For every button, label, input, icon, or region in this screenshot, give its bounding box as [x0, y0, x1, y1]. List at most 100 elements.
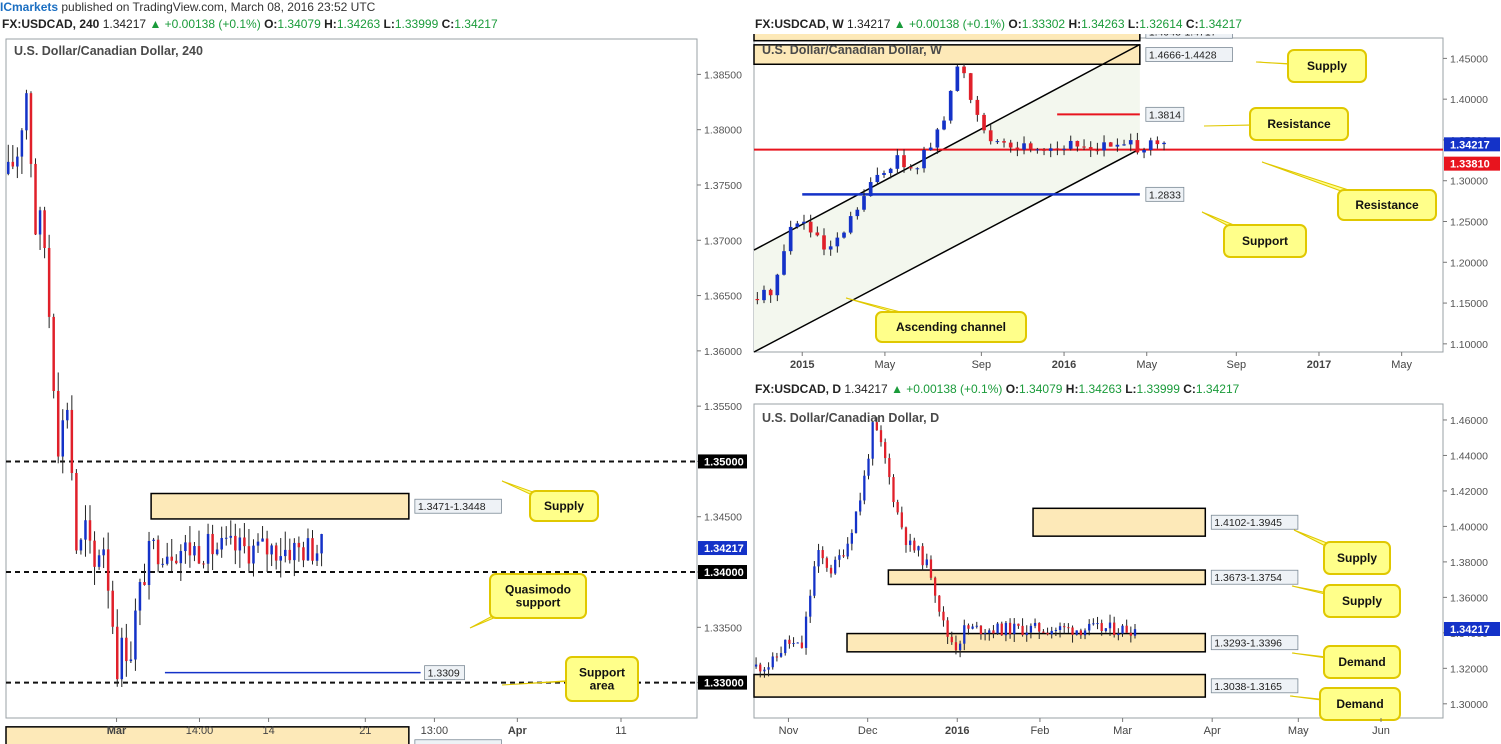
h4-candle-body: [224, 537, 228, 539]
weekly-price-tag-box: [1444, 156, 1500, 171]
daily-candle-body: [1092, 623, 1095, 625]
daily-candle-body: [813, 566, 816, 596]
daily-candle-body: [1067, 627, 1070, 629]
h4-callout[interactable]: Supply: [501, 480, 599, 522]
weekly-y-tick-label: 1.10000: [1450, 339, 1488, 351]
daily-callout[interactable]: Supply: [1293, 529, 1391, 575]
weekly-y-tick-label: 1.40000: [1450, 94, 1488, 106]
h4-y-tick-label: 1.38000: [704, 125, 742, 137]
daily-candle-body: [913, 540, 916, 551]
daily-y-tick-label: 1.44000: [1450, 450, 1488, 462]
daily-candle-body: [938, 595, 941, 612]
daily-callout-box: [1323, 584, 1401, 618]
weekly-callout[interactable]: Supply: [1255, 49, 1367, 83]
weekly-callout-box: [875, 311, 1027, 343]
daily-candle-body: [829, 567, 833, 574]
daily-symbol: FX:USDCAD, D: [755, 382, 841, 396]
weekly-chart[interactable]: 1.4948-1.4717 1.4666-1.4428 1.3814 1.2833 Su…: [750, 34, 1501, 379]
weekly-channel-fill: [754, 44, 1140, 353]
weekly-callout[interactable]: Resistance: [1261, 161, 1437, 221]
weekly-x-tick-label: 2016: [1052, 359, 1076, 371]
weekly-price-tag-box: [1444, 137, 1500, 152]
daily-y-tick-label: 1.36000: [1450, 592, 1488, 604]
weekly-high: 1.34263: [1081, 17, 1125, 31]
daily-x-tick-label: Jun: [1372, 725, 1390, 737]
daily-callout[interactable]: Demand: [1291, 645, 1401, 679]
daily-candle-body: [1125, 625, 1128, 633]
daily-candle-body: [792, 643, 795, 645]
h4-candle-body: [234, 535, 237, 551]
h4-zone-tag: 1.3224-1.3260: [418, 742, 486, 744]
h4-callout-box: [489, 573, 587, 619]
weekly-callout[interactable]: Ascending channel: [845, 297, 1027, 343]
weekly-candle-body: [1008, 142, 1013, 148]
h4-candle-body: [116, 626, 119, 680]
daily-candle-body: [809, 595, 812, 617]
weekly-callout[interactable]: Support: [1201, 211, 1307, 258]
h4-line-tag-box: [424, 665, 466, 681]
weekly-price-tag: 1.33810: [1450, 159, 1490, 171]
daily-candle-body: [825, 558, 829, 568]
daily-callout-box: [1323, 645, 1401, 679]
daily-candle-body: [1104, 628, 1107, 632]
daily-candle-body: [950, 636, 953, 643]
h4-candle-body: [47, 247, 51, 317]
weekly-candle-body: [1095, 150, 1100, 152]
h4-candle-body: [161, 563, 164, 565]
h4-candle-body: [284, 549, 287, 557]
h4-candle-body: [247, 546, 251, 564]
brand-name[interactable]: ICmarkets: [0, 0, 59, 14]
daily-candle-body: [1088, 623, 1091, 631]
weekly-candle-body: [1128, 140, 1133, 145]
weekly-y-tick-label: 1.30000: [1450, 176, 1488, 188]
weekly-candle-body: [1102, 142, 1106, 151]
daily-candle-body: [1071, 627, 1074, 635]
daily-callout-box: [1319, 687, 1401, 721]
h4-x-tick-label: 11: [615, 725, 626, 737]
h4-chart[interactable]: 1.3471-1.3448 1.3224-1.3260 1.3309 Supply Qu…: [0, 34, 748, 744]
h4-candle-body: [293, 542, 296, 561]
weekly-line-tag: 1.3814: [1149, 109, 1181, 121]
weekly-candle-body: [915, 168, 920, 170]
weekly-symbol: FX:USDCAD, W: [755, 17, 844, 31]
daily-chart-title: U.S. Dollar/Canadian Dollar, D: [762, 411, 939, 425]
h4-candle-body: [70, 409, 74, 474]
daily-y-tick-label: 1.30000: [1450, 699, 1488, 711]
daily-callout-box: [1323, 541, 1391, 575]
daily-x-tick-label: Dec: [858, 725, 878, 737]
daily-candle-body: [775, 656, 779, 658]
h4-callout-label: area: [590, 679, 615, 693]
daily-callout-label: Demand: [1336, 697, 1383, 711]
publish-info: published on TradingView.com, March 08, …: [58, 0, 376, 14]
weekly-zone-tag: 1.4948-1.4717: [1149, 34, 1217, 38]
weekly-chart-title: U.S. Dollar/Canadian Dollar, W: [762, 43, 942, 57]
h4-candle-body: [152, 539, 155, 541]
daily-callout[interactable]: Supply: [1291, 584, 1401, 618]
weekly-candle-body: [1142, 150, 1146, 153]
weekly-candle-body: [795, 223, 800, 227]
h4-x-tick-label: 14: [262, 725, 274, 737]
weekly-y-tick-label: 1.15000: [1450, 298, 1488, 310]
weekly-callout[interactable]: Resistance: [1203, 107, 1349, 141]
h4-candle-body: [16, 156, 19, 167]
daily-candle-body: [904, 527, 908, 546]
weekly-line-tag: 1.2833: [1149, 189, 1181, 201]
h4-chart-title: U.S. Dollar/Canadian Dollar, 240: [14, 44, 203, 58]
h4-symbol: FX:USDCAD, 240: [2, 17, 100, 31]
daily-chart[interactable]: 1.4102-1.3945 1.3673-1.3754 1.3293-1.3396 1…: [750, 400, 1501, 744]
daily-y-tick-label: 1.32000: [1450, 663, 1488, 675]
daily-candle-body: [1029, 625, 1033, 633]
h4-candle-body: [79, 539, 83, 551]
h4-y-tick-label: 1.38500: [704, 69, 742, 81]
h4-candle-body: [52, 316, 55, 391]
h4-price-tag: 1.34217: [704, 543, 744, 555]
daily-candle-body: [854, 511, 858, 533]
h4-x-tick-label: Mar: [107, 725, 127, 737]
daily-candle-body: [834, 559, 837, 574]
daily-callout[interactable]: Demand: [1289, 687, 1401, 721]
daily-close: 1.34217: [1195, 382, 1240, 396]
daily-candle-body: [1017, 623, 1020, 626]
weekly-zone-tag: 1.4666-1.4428: [1149, 50, 1217, 62]
